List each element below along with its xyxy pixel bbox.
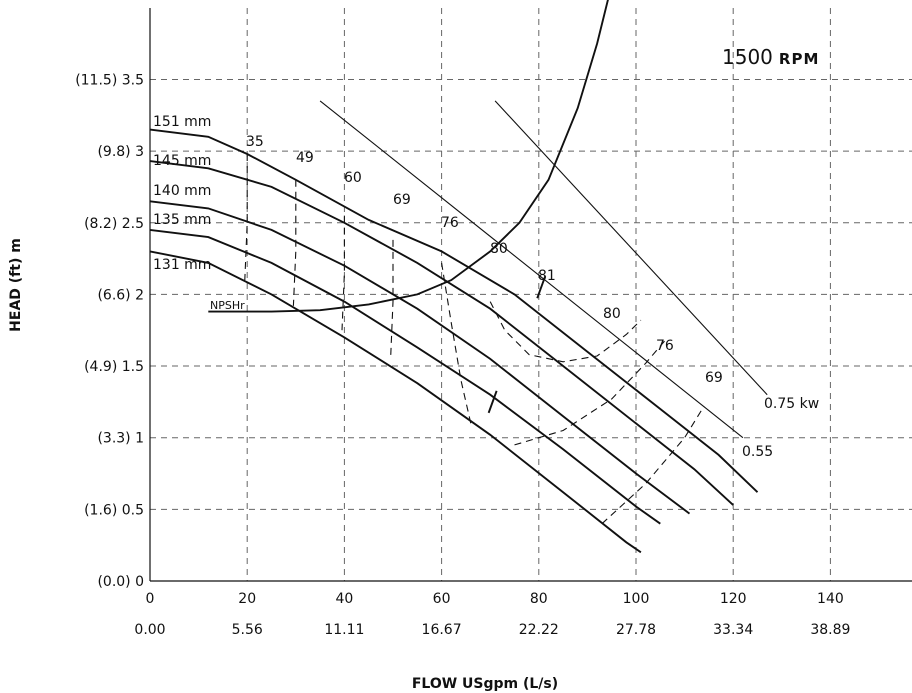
eff-label-69: 69 (393, 192, 411, 208)
x-tick-label: 40 (335, 591, 353, 607)
npsh-label: NPSHr (210, 299, 245, 312)
impeller-label-151: 151 mm (153, 114, 211, 130)
x-tick-label-ls: 16.67 (422, 622, 462, 638)
x-tick-label: 80 (530, 591, 548, 607)
impeller-label-145: 145 mm (153, 153, 211, 169)
x-axis-title: FLOW USgpm (L/s) (412, 676, 558, 692)
y-tick-label: (3.3) 1 (97, 431, 144, 447)
y-tick-label: (6.6) 2 (97, 287, 144, 303)
eff-label-80-right: 80 (603, 306, 621, 322)
power-lines (319, 100, 768, 439)
impeller-curve-1 (149, 160, 734, 506)
power-line-1 (319, 100, 744, 439)
impeller-curve-4 (149, 250, 642, 554)
efficiency-curve-7 (601, 405, 705, 525)
eff-label-60: 60 (344, 170, 362, 186)
x-tick-label: 100 (623, 591, 650, 607)
axes (149, 8, 912, 582)
eff-label-80-left: 80 (490, 241, 508, 257)
chart-title-speed: 1500 (722, 45, 773, 69)
y-tick-label: (1.6) 0.5 (84, 502, 144, 518)
x-tick-label: 60 (433, 591, 451, 607)
eff-label-35: 35 (246, 134, 264, 150)
impeller-label-135: 135 mm (153, 212, 211, 228)
impeller-label-140: 140 mm (153, 183, 211, 199)
x-tick-label-ls: 27.78 (616, 622, 656, 638)
eff-label-69-right: 69 (705, 370, 723, 386)
y-tick-label: (4.9) 1.5 (84, 359, 144, 375)
eff-label-76: 76 (441, 215, 459, 231)
efficiency-curve-6 (514, 339, 666, 446)
efficiency-curve-4 (441, 262, 472, 424)
x-tick-label: 0 (146, 591, 155, 607)
x-tick-label-ls: 11.11 (324, 622, 364, 638)
x-tick-label-ls: 5.56 (232, 622, 263, 638)
impeller-curve-2 (149, 200, 691, 515)
power-label-055: 0.55 (742, 444, 773, 460)
operating-point-marker-1 (487, 390, 498, 414)
impeller-label-131: 131 mm (153, 257, 211, 273)
chart-title: 1500 RPM (722, 45, 819, 69)
npsh-line (208, 0, 609, 313)
eff-label-81: 81 (538, 268, 556, 284)
eff-label-76-right: 76 (656, 338, 674, 354)
x-tick-label: 140 (817, 591, 844, 607)
x-tick-label-ls: 33.34 (713, 622, 753, 638)
eff-label-49: 49 (296, 150, 314, 166)
x-tick-label: 120 (720, 591, 747, 607)
operating-point-marker-0 (536, 275, 547, 299)
y-axis-title: HEAD (ft) m (8, 238, 24, 332)
y-tick-label: (9.8) 3 (97, 144, 144, 160)
efficiency-curves (244, 154, 705, 525)
impeller-curves (149, 128, 759, 554)
power-label-075: 0.75 kw (764, 396, 819, 412)
efficiency-curve-3 (390, 239, 394, 359)
tick-labels: 0 0.00 20 5.56 40 11.11 60 16.67 80 22.22 100 27.78… (75, 72, 850, 638)
npsh-curve (208, 0, 609, 313)
x-tick-label: 20 (238, 591, 256, 607)
impeller-curve-3 (149, 228, 661, 525)
x-tick-label-ls: 22.22 (519, 622, 559, 638)
y-tick-label: (8.2) 2.5 (84, 216, 144, 232)
curve-labels: 151 mm 145 mm 140 mm 135 mm 131 mm NPSHr… (153, 114, 819, 460)
efficiency-curve-5 (489, 301, 642, 363)
power-line-0 (494, 100, 768, 396)
x-tick-label-ls: 38.89 (810, 622, 850, 638)
x-tick-label-ls: 0.00 (134, 622, 165, 638)
y-tick-label: (0.0) 0 (97, 574, 144, 590)
grid (150, 8, 912, 581)
y-tick-label: (11.5) 3.5 (75, 72, 144, 88)
chart-title-unit: RPM (779, 50, 819, 68)
impeller-curve-0 (149, 128, 759, 493)
